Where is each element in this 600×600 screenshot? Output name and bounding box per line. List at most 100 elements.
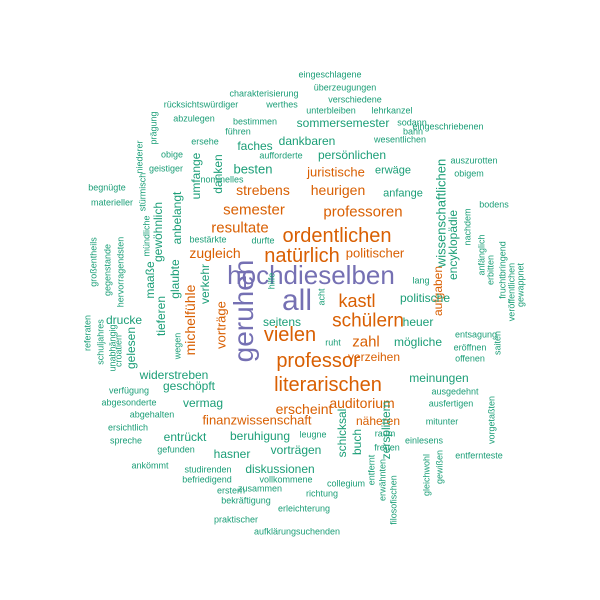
- word: abzulegen: [173, 113, 215, 124]
- word: beruhigung: [229, 429, 291, 443]
- word: lehrkanzel: [371, 105, 413, 116]
- word: vorträge: [213, 301, 229, 349]
- word: studirenden: [184, 464, 232, 475]
- word: erstern: [216, 485, 246, 496]
- word: zahl: [352, 333, 380, 351]
- word: geistiger: [148, 163, 184, 174]
- word: entsagung: [454, 329, 498, 340]
- word: eingeschlagene: [298, 69, 362, 80]
- word: begnügte: [88, 182, 126, 193]
- word: aufklärungsuchenden: [253, 526, 341, 537]
- word: verzeihen: [347, 350, 401, 364]
- word: schicksal: [335, 408, 349, 458]
- word: professoren: [323, 203, 403, 221]
- word: mündliche: [141, 215, 152, 257]
- word: encyklopädie: [446, 209, 460, 281]
- word: saiten: [492, 330, 503, 356]
- word: ankömmt: [131, 460, 169, 471]
- word: gewißen: [434, 449, 445, 485]
- word: niederer: [134, 140, 145, 174]
- word: vollkommene: [259, 474, 313, 485]
- word: dankbaren: [278, 134, 336, 148]
- word: gelesen: [124, 326, 138, 370]
- word: politischer: [345, 245, 405, 261]
- word: maaße: [143, 261, 157, 299]
- word: juristische: [307, 164, 365, 180]
- word: gewöhnlich: [151, 201, 165, 263]
- word: praktischer: [213, 514, 259, 525]
- word: geruhen: [228, 259, 259, 363]
- word: ausfertigen: [428, 398, 474, 409]
- word: auditorium: [329, 395, 395, 411]
- word: stürmisch: [137, 172, 148, 212]
- word: mögliche: [393, 335, 443, 349]
- word: befriedigend: [182, 474, 232, 485]
- word: strebens: [236, 182, 290, 198]
- word: unterbleiben: [306, 105, 356, 116]
- word: hasner: [213, 447, 251, 461]
- word: ordentlichen: [282, 225, 392, 247]
- word: entfernt: [366, 454, 377, 486]
- word: näheren: [355, 414, 401, 428]
- word: werthes: [266, 99, 298, 110]
- word: buch: [350, 428, 364, 456]
- word: charakterisierung: [229, 88, 299, 99]
- word: besten: [233, 161, 273, 177]
- word: ersehe: [191, 136, 219, 147]
- word: meinungen: [409, 371, 469, 385]
- word: eingeschriebenen: [412, 121, 484, 132]
- word: offenen: [455, 353, 485, 364]
- word: unabhängig: [107, 324, 118, 372]
- word: zugleich: [189, 245, 241, 261]
- word: bestimmen: [232, 116, 278, 127]
- word: führen: [225, 126, 251, 137]
- word: richtung: [305, 488, 339, 499]
- word: wissenschaftlichen: [433, 158, 449, 268]
- word: gleichwohl: [421, 453, 432, 497]
- word: all: [281, 284, 313, 317]
- word: abgehalten: [129, 409, 175, 420]
- word: filosofischen: [388, 475, 399, 525]
- word: ausgedehnt: [431, 386, 479, 397]
- word: bekräftigung: [221, 495, 271, 506]
- word: literarischen: [274, 374, 382, 396]
- word: entfernteste: [455, 450, 503, 461]
- word: erleichterung: [277, 503, 331, 514]
- word: nominelles: [200, 174, 244, 185]
- word: spreche: [109, 435, 143, 446]
- word: überzeugungen: [313, 82, 377, 93]
- word: schuljahres: [95, 319, 106, 365]
- word: glaubte: [168, 259, 182, 299]
- word: diskussionen: [245, 462, 315, 476]
- word: semester: [223, 201, 285, 219]
- word: zusammen: [237, 483, 283, 494]
- word: tieferen: [154, 295, 168, 337]
- word: professor: [276, 350, 360, 372]
- word: erwähnten: [377, 458, 388, 502]
- word: prägung: [148, 111, 159, 145]
- word: rücksichtswürdiger: [163, 99, 239, 110]
- word: natürlich: [264, 245, 340, 267]
- word: politische: [399, 291, 451, 305]
- word: vielen: [263, 324, 317, 346]
- word: geschöpft: [162, 379, 216, 393]
- word: sommersemester: [296, 116, 390, 130]
- word: gefunden: [157, 444, 195, 455]
- word: vorträgen: [270, 443, 322, 457]
- word: raum: [374, 428, 396, 439]
- word: bahn: [402, 126, 424, 137]
- word: heuer: [402, 315, 434, 329]
- word: anfange: [383, 187, 423, 200]
- word: ruht: [325, 337, 341, 348]
- word: einlesens: [404, 435, 444, 446]
- word: persönlichen: [317, 148, 387, 162]
- word: wesentlichen: [373, 134, 427, 145]
- word: kastl: [338, 291, 376, 311]
- word: acht: [316, 288, 327, 306]
- word: wegen: [172, 332, 183, 360]
- word: bodens: [479, 199, 509, 210]
- word: lang: [412, 275, 430, 286]
- word: ersichtlich: [107, 422, 149, 433]
- word: schülern: [332, 310, 404, 332]
